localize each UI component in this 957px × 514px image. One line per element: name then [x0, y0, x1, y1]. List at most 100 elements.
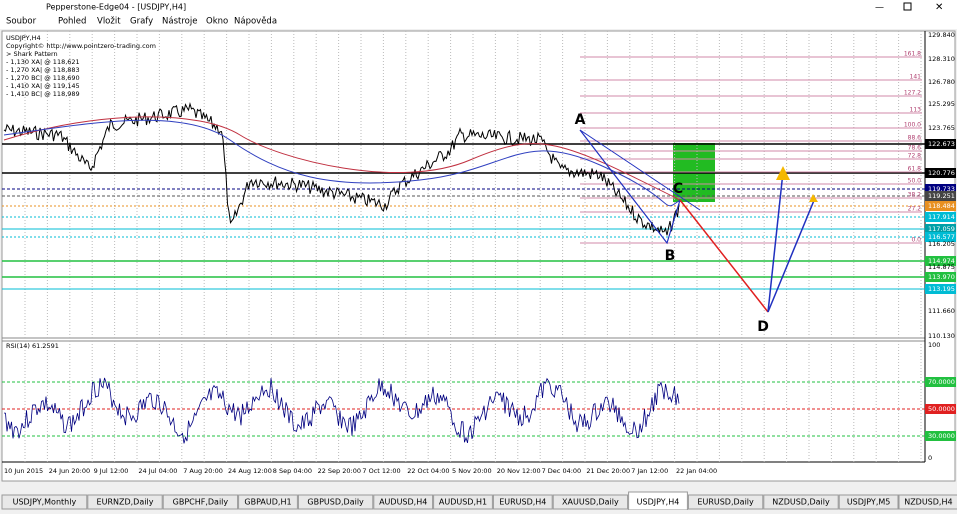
tab[interactable]: [687, 494, 764, 510]
price-label: 118.484: [928, 202, 955, 210]
rsi-scale-label: 0: [928, 454, 932, 462]
fib-label: 0.0: [911, 237, 921, 244]
window-title: Pepperstone-Edge04 - [USDJPY,H4]: [46, 3, 186, 12]
rsi-label: RSI(14) 61.2591: [6, 342, 59, 350]
tab-label[interactable]: GBPAUD,H1: [244, 498, 291, 507]
rsi-scale-label: 50.0000: [928, 405, 955, 413]
pattern-line: [579, 129, 701, 211]
fib-label: 27.2: [908, 206, 922, 213]
tab-label[interactable]: NZDUSD,Daily: [772, 498, 830, 507]
tab-label[interactable]: AUDUSD,H1: [439, 498, 487, 507]
fib-label: 50.0: [908, 178, 922, 185]
tab-label[interactable]: GBPCHF,Daily: [173, 498, 229, 507]
price-label: 119.251: [928, 192, 955, 200]
price-label-box: [925, 232, 956, 242]
chart-info: - 1,130 XA| @ 118,621: [6, 58, 80, 66]
menu-item[interactable]: Nástroje: [162, 17, 197, 27]
chart-info: > Shark Pattern: [6, 50, 58, 58]
chart-info: USDJPY,H4: [6, 34, 41, 42]
tab[interactable]: [162, 494, 239, 510]
price-label: 114.875: [928, 263, 955, 271]
chart-info: - 1,410 XA| @ 119,145: [6, 82, 80, 90]
time-label: 21 Dec 20:00: [586, 467, 630, 475]
price-label: 110.130: [928, 332, 955, 340]
time-label: 10 Jun 2015: [4, 467, 43, 475]
tab[interactable]: [763, 494, 839, 510]
time-label: 7 Dec 04:00: [542, 467, 582, 475]
pattern-point-label: B: [665, 248, 676, 264]
chart-window: [1, 30, 956, 482]
rsi-scale-label: 100: [928, 341, 940, 349]
price-label: 129.840: [928, 31, 955, 39]
time-label: 24 Jul 04:00: [138, 467, 177, 475]
target-triangle: [776, 166, 790, 180]
time-label: 7 Oct 12:00: [362, 467, 400, 475]
price-label-box: [925, 224, 956, 234]
tab[interactable]: [1, 494, 88, 510]
rsi-scale-box: [925, 431, 956, 441]
fib-label: 113: [910, 107, 922, 114]
tab[interactable]: [238, 494, 298, 510]
tab-label[interactable]: NZDUSD,H4: [904, 498, 952, 507]
price-label-box: [925, 212, 956, 222]
maximize-button[interactable]: [903, 2, 912, 11]
tab-label[interactable]: AUDUSD,H4: [379, 498, 427, 507]
menu-item[interactable]: Soubor: [6, 17, 37, 27]
price-label: 122.673: [928, 140, 955, 148]
chart-info: - 1,270 XA| @ 118,883: [6, 66, 80, 74]
rsi-scale-box: [925, 377, 956, 387]
close-button[interactable]: ✕: [935, 2, 943, 13]
tab-label[interactable]: USDJPY,M5: [847, 498, 891, 507]
tab-label[interactable]: USDJPY,Monthly: [13, 498, 77, 507]
pattern-point-label: C: [673, 181, 683, 197]
price-label: 114.974: [928, 257, 955, 265]
tab[interactable]: [433, 494, 493, 510]
chart-info: - 1,410 BC| @ 118,989: [6, 90, 80, 98]
price-label: 120.776: [928, 169, 955, 177]
price-label: 116.205: [928, 240, 955, 248]
time-label: 20 Nov 12:00: [497, 467, 541, 475]
tab[interactable]: [898, 494, 957, 510]
tab[interactable]: [373, 494, 434, 510]
tab-label[interactable]: XAUUSD,Daily: [562, 498, 619, 507]
tab[interactable]: [87, 494, 163, 510]
menu-item[interactable]: Grafy: [130, 17, 153, 27]
tab-label[interactable]: GBPUSD,Daily: [307, 498, 364, 507]
pattern-line: [767, 171, 784, 313]
tab[interactable]: [838, 494, 899, 510]
fib-label: 127.2: [904, 90, 921, 97]
time-label: 22 Jan 04:00: [676, 467, 717, 475]
tab-label[interactable]: USDJPY,H4: [637, 498, 680, 507]
pattern-point-label: D: [757, 319, 769, 335]
time-label: 22 Oct 04:00: [407, 467, 449, 475]
tab[interactable]: [492, 494, 553, 510]
price-line: [3, 101, 680, 236]
rsi-scale-box: [925, 404, 956, 414]
price-label-box: [925, 191, 956, 201]
price-label: 125.295: [928, 100, 955, 108]
tab-label[interactable]: EURNZD,Daily: [97, 498, 154, 507]
menu-item[interactable]: Pohled: [58, 17, 86, 27]
moving-average: [3, 119, 681, 207]
price-label-box: [925, 184, 956, 194]
tab-label[interactable]: EURUSD,H4: [499, 498, 546, 507]
price-label: 116.577: [928, 233, 955, 241]
price-label: 113.195: [928, 285, 955, 293]
tab[interactable]: [552, 494, 629, 510]
tab-label[interactable]: EURUSD,Daily: [697, 498, 754, 507]
menu-item[interactable]: Vložit: [97, 17, 121, 27]
price-label: 126.780: [928, 78, 955, 86]
menu-item[interactable]: Okno: [206, 17, 228, 27]
minimize-button[interactable]: —: [875, 3, 884, 13]
target-triangle: [809, 194, 818, 202]
tab[interactable]: [297, 494, 374, 510]
price-label: 123.765: [928, 124, 955, 132]
menu-item[interactable]: Nápověda: [234, 17, 277, 27]
fib-label: 61.8: [908, 166, 922, 173]
pattern-line: [579, 129, 681, 245]
time-label: 7 Aug 20:00: [183, 467, 223, 475]
price-label: 128.310: [928, 55, 955, 63]
rsi-scale-label: 70.0000: [928, 378, 955, 386]
